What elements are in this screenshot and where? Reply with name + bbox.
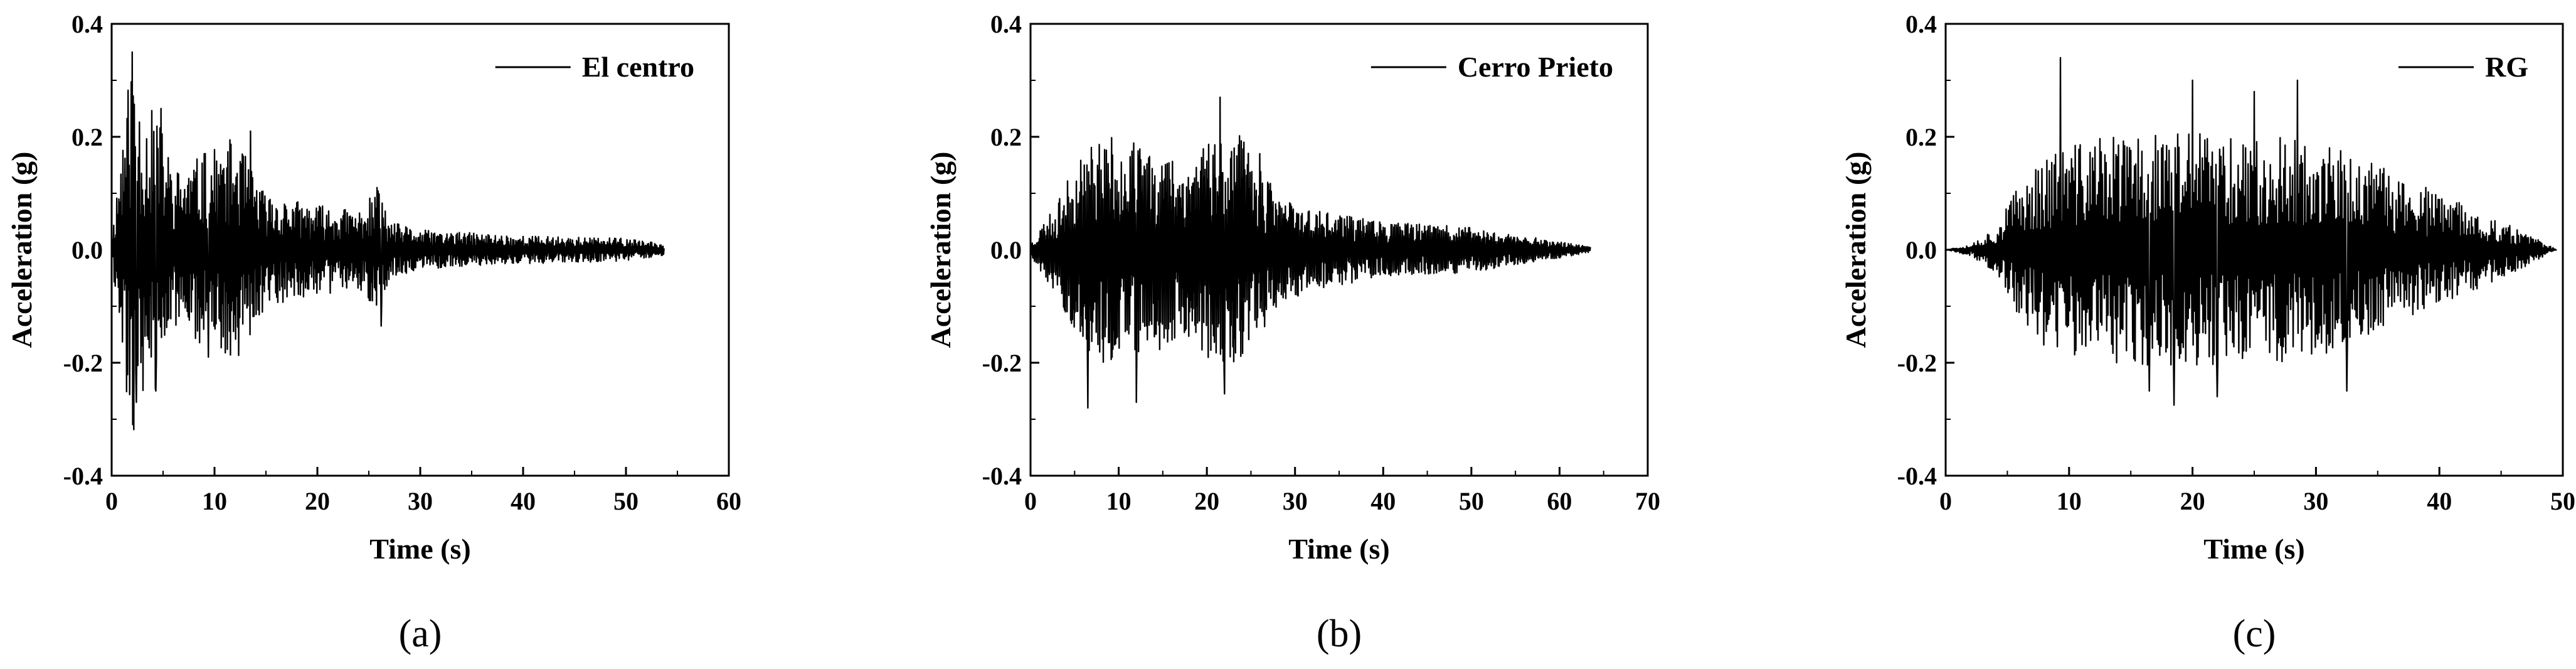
panel-a-ytick-label: -0.2 [63, 349, 103, 377]
panel-a-xtick-label: 50 [613, 487, 639, 515]
panel-a-xtick-label: 0 [105, 487, 118, 515]
panel-a-acceleration-series [110, 51, 665, 431]
panel-a-ytick-label: 0.4 [72, 10, 103, 38]
panel-c-xtick-label: 20 [2180, 487, 2205, 515]
panel-b-caption: (b) [1317, 613, 1362, 655]
panel-b-x-axis-label: Time (s) [1288, 533, 1389, 565]
panel-c-ytick-label: 0.2 [1905, 123, 1937, 151]
panel-b-ytick-label: -0.2 [982, 349, 1022, 377]
panel-a-xtick-label: 10 [202, 487, 227, 515]
panel-c-xtick-label: 0 [1939, 487, 1952, 515]
panel-c-ytick-labels: -0.4 -0.2 0.0 0.2 0.4 [1897, 10, 1937, 490]
panel-b-xtick-label: 10 [1106, 487, 1132, 515]
panel-b-y-axis-label: Acceleration (g) [925, 152, 957, 348]
panel-a-xtick-label: 30 [408, 487, 433, 515]
panel-b-ytick-label: -0.4 [982, 462, 1022, 490]
panel-b-legend-label: Cerro Prieto [1458, 51, 1613, 83]
panel-c-xtick-label: 40 [2427, 487, 2452, 515]
panel-a: -0.4 -0.2 0.0 0.2 0.4 0 10 20 30 40 50 60 Accelera… [6, 10, 741, 655]
panel-a-xtick-labels: 0 10 20 30 40 50 60 [105, 487, 741, 515]
panel-a-ytick-labels: -0.4 -0.2 0.0 0.2 0.4 [63, 10, 103, 490]
panel-a-xtick-label: 40 [511, 487, 536, 515]
panel-b-xtick-label: 70 [1635, 487, 1660, 515]
panel-a-xtick-label: 20 [305, 487, 330, 515]
panel-c-y-axis-label: Acceleration (g) [1840, 152, 1872, 348]
panel-b-xtick-label: 40 [1370, 487, 1396, 515]
panel-c-caption: (c) [2233, 613, 2276, 655]
panel-a-xtick-label: 60 [716, 487, 741, 515]
panel-b-ytick-label: 0.0 [990, 236, 1022, 264]
panel-c-acceleration-series [1945, 56, 2557, 406]
panel-a-caption: (a) [399, 613, 442, 655]
panel-c-ytick-label: 0.4 [1905, 10, 1937, 38]
panel-a-y-axis-label: Acceleration (g) [6, 152, 38, 348]
panel-b-xtick-label: 0 [1024, 487, 1037, 515]
panel-c-xtick-labels: 0 10 20 30 40 50 [1939, 487, 2575, 515]
panel-b-xtick-labels: 0 10 20 30 40 50 60 70 [1024, 487, 1660, 515]
panel-b-xtick-label: 20 [1194, 487, 1219, 515]
panel-c-x-axis-label: Time (s) [2203, 533, 2304, 565]
panel-c-xtick-label: 50 [2550, 487, 2575, 515]
panel-a-ytick-label: -0.4 [63, 462, 103, 490]
panel-c-ytick-label: 0.0 [1905, 236, 1937, 264]
panel-a-legend-label: El centro [582, 51, 694, 83]
panel-b-ytick-labels: -0.4 -0.2 0.0 0.2 0.4 [982, 10, 1022, 490]
panel-b-xtick-label: 60 [1547, 487, 1572, 515]
panel-a-ytick-label: 0.0 [72, 236, 103, 264]
panel-b: -0.4 -0.2 0.0 0.2 0.4 0 10 20 30 40 50 60 70 Accele… [925, 10, 1660, 655]
panel-a-x-axis-label: Time (s) [369, 533, 470, 565]
panel-c: -0.4 -0.2 0.0 0.2 0.4 0 10 20 30 40 50 Accelerati… [1840, 10, 2575, 655]
panel-b-xtick-label: 50 [1459, 487, 1484, 515]
panel-c-xtick-label: 30 [2303, 487, 2328, 515]
panel-c-ytick-label: -0.4 [1897, 462, 1937, 490]
panel-c-legend-label: RG [2485, 51, 2528, 83]
panel-c-ytick-label: -0.2 [1897, 349, 1937, 377]
panel-b-xtick-label: 30 [1283, 487, 1308, 515]
panel-b-ytick-label: 0.4 [990, 10, 1022, 38]
panel-b-acceleration-series [1029, 96, 1591, 409]
panel-b-ytick-label: 0.2 [990, 123, 1022, 151]
panel-c-xtick-label: 10 [2057, 487, 2082, 515]
panel-a-ytick-label: 0.2 [72, 123, 103, 151]
